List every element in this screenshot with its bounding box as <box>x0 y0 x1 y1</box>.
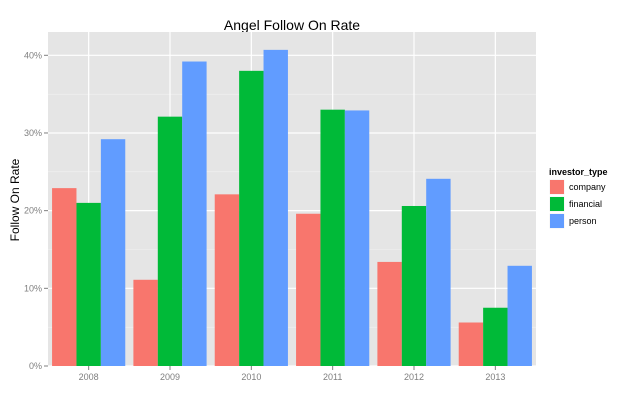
legend-label-person: person <box>569 216 597 226</box>
x-tick-label: 2010 <box>241 372 261 382</box>
x-axis: 2008 2009 2010 2011 2012 2013 <box>79 366 505 382</box>
legend-label-financial: financial <box>569 199 602 209</box>
bar-company-2010 <box>214 194 240 366</box>
bar-financial-2012 <box>401 205 427 366</box>
bar-financial-2008 <box>76 202 101 366</box>
legend-swatch-company <box>550 180 564 194</box>
y-tick-label: 40% <box>24 50 42 60</box>
legend: investor_type company financial person <box>548 167 608 230</box>
y-tick-label: 30% <box>24 128 42 138</box>
bar-person-2010 <box>263 49 288 367</box>
bars <box>52 49 532 367</box>
y-tick-label: 0% <box>29 361 42 371</box>
y-tick-label: 20% <box>24 206 42 216</box>
x-tick-label: 2012 <box>404 372 424 382</box>
legend-swatch-financial <box>550 197 564 211</box>
x-tick-label: 2008 <box>79 372 99 382</box>
plot-panel <box>48 32 536 366</box>
bar-person-2008 <box>100 139 126 366</box>
bar-company-2013 <box>458 322 484 366</box>
x-tick-label: 2011 <box>323 372 342 382</box>
bar-company-2011 <box>296 213 321 366</box>
bar-financial-2010 <box>239 70 264 366</box>
bar-company-2012 <box>377 261 402 366</box>
legend-title: investor_type <box>549 167 608 177</box>
bar-person-2009 <box>182 61 207 367</box>
bar-company-2008 <box>52 188 77 366</box>
bar-financial-2009 <box>157 116 183 366</box>
bar-financial-2011 <box>320 109 345 367</box>
bar-person-2013 <box>507 265 532 366</box>
y-tick-label: 10% <box>24 283 42 293</box>
bar-company-2009 <box>133 279 158 366</box>
x-tick-label: 2009 <box>160 372 180 382</box>
y-axis: 0% 10% 20% 30% 40% <box>24 50 48 371</box>
legend-swatch-person <box>550 214 564 228</box>
x-tick-label: 2013 <box>485 372 505 382</box>
bar-financial-2013 <box>483 307 508 366</box>
legend-label-company: company <box>569 182 606 192</box>
chart-title: Angel Follow On Rate <box>224 17 360 33</box>
bar-person-2011 <box>344 110 370 366</box>
bar-person-2012 <box>426 178 451 366</box>
y-axis-label: Follow On Rate <box>8 158 22 241</box>
